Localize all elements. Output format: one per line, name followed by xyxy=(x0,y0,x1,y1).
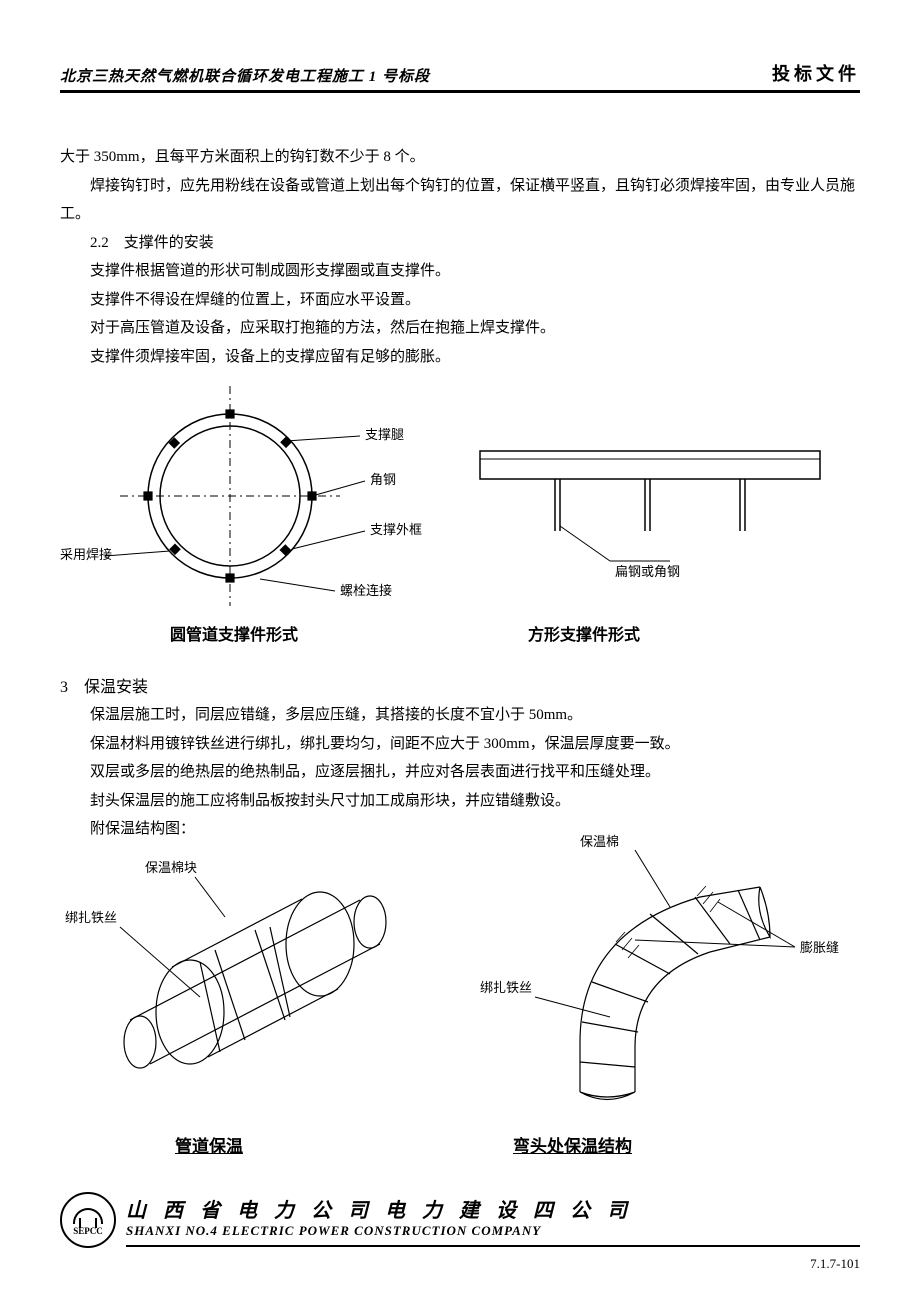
elbow-insulation-svg: 保温棉 绑扎铁丝 膨胀缝 xyxy=(460,832,860,1112)
pipe-insulation-svg: 保温棉块 绑扎铁丝 xyxy=(60,832,440,1092)
caption-circular: 圆管道支撑件形式 xyxy=(170,621,298,645)
page-footer: SEPCC 山 西 省 电 力 公 司 电 力 建 设 四 公 司 SHANXI… xyxy=(60,1192,860,1272)
diagram-row-1: 支撑腿 角钢 支撑外框 采用焊接 螺栓连接 xyxy=(60,381,860,611)
label-bolt: 螺栓连接 xyxy=(340,583,392,598)
logo-arc-icon xyxy=(73,1208,103,1224)
header-right-title: 投标文件 xyxy=(772,60,860,86)
label-flat-steel: 扁钢或角钢 xyxy=(615,564,680,579)
section-3-title: 3 保温安装 xyxy=(60,673,860,697)
company-name-cn: 山 西 省 电 力 公 司 电 力 建 设 四 公 司 xyxy=(126,1194,860,1223)
s3-p2: 保温材料用镀锌铁丝进行绑扎，绑扎要均匀，间距不应大于 300mm，保温层厚度要一… xyxy=(60,730,860,759)
caption-row-1: 圆管道支撑件形式 方形支撑件形式 xyxy=(60,621,860,645)
company-name-en: SHANXI NO.4 ELECTRIC POWER CONSTRUCTION … xyxy=(126,1223,860,1239)
paragraph-2: 焊接钩钉时，应先用粉线在设备或管道上划出每个钩钉的位置，保证横平竖直，且钩钉必须… xyxy=(60,172,860,229)
label-support-leg: 支撑腿 xyxy=(365,427,404,442)
section-3-body: 保温层施工时，同层应错缝，多层应压缝，其搭接的长度不宜小于 50mm。 保温材料… xyxy=(60,701,860,844)
footer-company-block: SEPCC 山 西 省 电 力 公 司 电 力 建 设 四 公 司 SHANXI… xyxy=(60,1192,860,1248)
logo-text: SEPCC xyxy=(73,1226,103,1236)
label-insulation-cotton: 保温棉 xyxy=(580,834,619,849)
diagram-row-2: 保温棉块 绑扎铁丝 xyxy=(60,832,860,1112)
paragraph-5: 支撑件不得设在焊缝的位置上，环面应水平设置。 xyxy=(60,286,860,315)
label-angle-steel: 角钢 xyxy=(370,472,396,487)
paragraph-1: 大于 350mm，且每平方米面积上的钩钉数不少于 8 个。 xyxy=(60,143,860,172)
section-2-2: 2.2 支撑件的安装 xyxy=(60,229,860,258)
page-number: 7.1.7-101 xyxy=(60,1256,860,1272)
caption-elbow-insulation: 弯头处保温结构 xyxy=(513,1132,632,1157)
page-header: 北京三热天然气燃机联合循环发电工程施工 1 号标段 投标文件 xyxy=(60,60,860,93)
s3-p3: 双层或多层的绝热层的绝热制品，应逐层捆扎，并应对各层表面进行找平和压缝处理。 xyxy=(60,758,860,787)
main-body: 大于 350mm，且每平方米面积上的钩钉数不少于 8 个。 焊接钩钉时，应先用粉… xyxy=(60,143,860,371)
circular-support-svg: 支撑腿 角钢 支撑外框 采用焊接 螺栓连接 xyxy=(60,381,440,611)
diagram-circular-support: 支撑腿 角钢 支撑外框 采用焊接 螺栓连接 xyxy=(60,381,460,611)
label-outer-frame: 支撑外框 xyxy=(370,522,422,537)
footer-text-block: 山 西 省 电 力 公 司 电 力 建 设 四 公 司 SHANXI NO.4 … xyxy=(126,1194,860,1247)
s3-p4: 封头保温层的施工应将制品板按封头尺寸加工成扇形块，并应错缝敷设。 xyxy=(60,787,860,816)
label-insulation-block: 保温棉块 xyxy=(145,860,197,875)
square-support-svg: 扁钢或角钢 xyxy=(460,381,840,611)
label-binding-wire-2: 绑扎铁丝 xyxy=(480,980,532,995)
s3-p1: 保温层施工时，同层应错缝，多层应压缝，其搭接的长度不宜小于 50mm。 xyxy=(60,701,860,730)
diagram-elbow-insulation: 保温棉 绑扎铁丝 膨胀缝 xyxy=(460,832,860,1112)
caption-row-2: 管道保温 弯头处保温结构 xyxy=(60,1132,860,1157)
label-binding-wire: 绑扎铁丝 xyxy=(65,910,117,925)
label-expansion-joint: 膨胀缝 xyxy=(800,940,839,955)
label-welding: 采用焊接 xyxy=(60,547,112,562)
paragraph-6: 对于高压管道及设备，应采取打抱箍的方法，然后在抱箍上焊支撑件。 xyxy=(60,314,860,343)
header-left-title: 北京三热天然气燃机联合循环发电工程施工 1 号标段 xyxy=(60,65,430,86)
diagram-pipe-insulation: 保温棉块 绑扎铁丝 xyxy=(60,832,460,1112)
paragraph-4: 支撑件根据管道的形状可制成圆形支撑圈或直支撑件。 xyxy=(60,257,860,286)
diagram-square-support: 扁钢或角钢 xyxy=(460,381,860,611)
company-logo: SEPCC xyxy=(60,1192,116,1248)
caption-square: 方形支撑件形式 xyxy=(528,621,640,645)
document-page: 北京三热天然气燃机联合循环发电工程施工 1 号标段 投标文件 大于 350mm，… xyxy=(0,0,920,1302)
paragraph-7: 支撑件须焊接牢固，设备上的支撑应留有足够的膨胀。 xyxy=(60,343,860,372)
caption-pipe-insulation: 管道保温 xyxy=(175,1132,243,1157)
